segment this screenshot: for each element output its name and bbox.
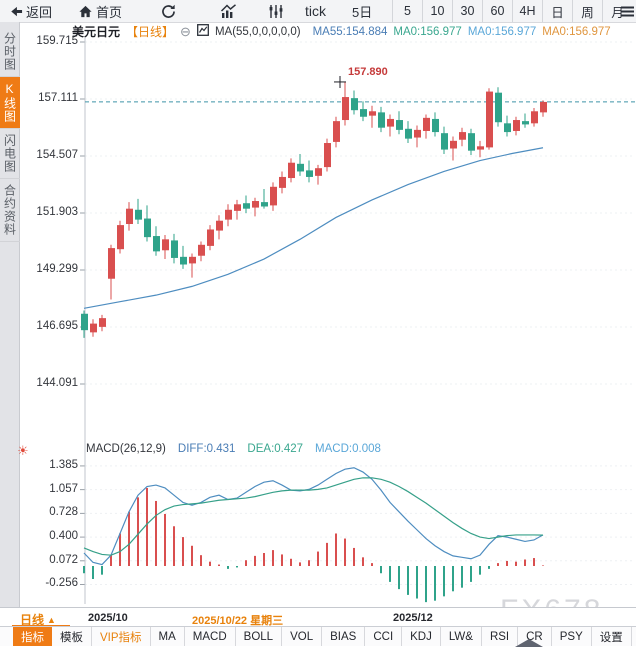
axis-label: 0.728 (49, 506, 78, 519)
timeframe-button-周[interactable]: 周 (572, 0, 602, 22)
timeframe-button-30[interactable]: 30 (452, 0, 482, 22)
ma-value: MA0:156.977 (542, 25, 611, 38)
timeframe-button-4H[interactable]: 4H (512, 0, 542, 22)
axis-label: 154.507 (36, 148, 78, 161)
tab-LW&[interactable]: LW& (441, 627, 482, 646)
ma-values: MA55:154.884 MA0:156.977 MA0:156.977 MA0:15… (307, 26, 611, 38)
tab-指标[interactable]: 指标 (13, 627, 52, 646)
date-label: 2025/10 (88, 612, 128, 624)
tab-模板[interactable]: 模板 (52, 627, 92, 646)
menu-button[interactable] (621, 0, 634, 22)
equalizer-icon (268, 4, 284, 19)
timeframe-button-月[interactable]: 月 (602, 0, 632, 22)
axis-label: 1.057 (49, 482, 78, 495)
home-button[interactable]: 首页 (78, 0, 122, 22)
axis-label: 146.695 (36, 319, 78, 332)
sidebar-item-label: 闪电图 (2, 134, 17, 173)
tab-CCI[interactable]: CCI (365, 627, 403, 646)
back-arrow-icon (8, 4, 23, 19)
triangle-up-icon: ▲ (47, 614, 56, 625)
back-button[interactable]: 返回 (8, 0, 52, 22)
macd-header: MACD(26,12,9) DIFF:0.431 DEA:0.427 MACD:0.… (86, 443, 381, 455)
tab-VIP指标[interactable]: VIP指标 (92, 627, 151, 646)
macd-value: DIFF:0.431 (177, 443, 236, 455)
macd-value: DEA:0.427 (247, 443, 304, 455)
timeframe-button-5[interactable]: 5 (392, 0, 422, 22)
tab-VOL[interactable]: VOL (282, 627, 323, 646)
axis-label: 151.903 (36, 205, 78, 218)
sidebar-item-label: K线图 (2, 82, 17, 123)
tab-KDJ[interactable]: KDJ (402, 627, 441, 646)
sidebar-item-label: 合约资料 (2, 184, 17, 236)
top-toolbar: 返回 首页 (0, 0, 636, 23)
home-icon (78, 4, 93, 19)
sidebar-item-time-share[interactable]: 分时图 (0, 27, 20, 77)
sidebar-item-contract-info[interactable]: 合约资料 (0, 179, 20, 242)
date-label: 2025/12 (393, 612, 433, 624)
home-label: 首页 (96, 4, 123, 20)
hamburger-menu-icon (621, 5, 634, 18)
sidebar-item-kline[interactable]: K线图 (0, 77, 20, 129)
ma-value: MA55:154.884 (312, 25, 388, 38)
macd-settings-sun-icon[interactable]: ☀ (17, 443, 29, 458)
selected-date-label: 2025/10/22 星期三 (192, 615, 284, 627)
date-axis-bar: 日线 ▲ 2025/10 2025/10/22 星期三 2025/12 (0, 607, 636, 627)
axis-label: -0.256 (45, 577, 78, 590)
axis-label: 1.385 (49, 458, 78, 471)
timeframe-button-60[interactable]: 60 (482, 0, 512, 22)
refresh-icon (160, 3, 177, 20)
macd-values: DIFF:0.431 DEA:0.427 MACD:0.008 (178, 443, 381, 455)
tab-RSI[interactable]: RSI (482, 627, 519, 646)
axis-label: 157.111 (38, 91, 78, 104)
timeframe-button-10[interactable]: 10 (422, 0, 452, 22)
sidebar-item-label: 分时图 (2, 32, 17, 71)
ma-value: MA0:156.977 (393, 25, 462, 38)
zoom-out-icon[interactable]: ⊖ (180, 24, 191, 39)
tab-BOLL[interactable]: BOLL (236, 627, 283, 646)
period-label: 日线 (20, 613, 45, 627)
period-tag: 【日线】 (126, 25, 175, 39)
symbol-name: 美元日元 (72, 25, 121, 39)
timeframe-5day-button[interactable]: 5日 (352, 0, 372, 22)
period-selector[interactable]: 日线 ▲ (20, 611, 56, 628)
axis-label: 144.091 (36, 376, 78, 389)
refresh-button[interactable] (160, 0, 177, 22)
tab-PSY[interactable]: PSY (552, 627, 592, 646)
ma-value: MA0:156.977 (467, 25, 537, 38)
axis-label: 149.299 (36, 262, 78, 275)
chart-style-button[interactable] (220, 0, 237, 22)
indicator-chart-icon[interactable] (196, 24, 209, 39)
tick-label: tick (305, 3, 326, 19)
ma-formula: MA(55,0,0,0,0,0) (214, 25, 301, 38)
tab-MACD[interactable]: MACD (185, 627, 236, 646)
expand-up-arrow[interactable] (515, 639, 543, 647)
timeframe-button-日[interactable]: 日 (542, 0, 572, 22)
timeframe-tick-button[interactable]: tick (305, 0, 326, 22)
price-annotation: 157.890 (348, 65, 388, 78)
axis-label: 159.715 (36, 35, 78, 47)
timeframe-group: 5 10 30 60 4H 日周月 (392, 0, 632, 22)
tab-BIAS[interactable]: BIAS (322, 627, 366, 646)
back-label: 返回 (26, 4, 53, 20)
macd-formula: MACD(26,12,9) (86, 443, 166, 455)
tab-MA[interactable]: MA (151, 627, 185, 646)
bottom-handle-row (0, 646, 636, 653)
sidebar-item-lightning[interactable]: 闪电图 (0, 129, 20, 179)
axis-label: 0.400 (49, 530, 78, 543)
macd-value: MACD:0.008 (315, 443, 381, 455)
tab-设置[interactable]: 设置 (592, 627, 632, 646)
chart-type-sidebar: 分时图 K线图闪电图合约资料 (0, 22, 20, 607)
five-day-label: 5日 (352, 4, 373, 20)
bar-chart-icon (220, 3, 237, 19)
indicator-settings-button[interactable] (268, 0, 284, 22)
chart-header: 美元日元 【日线】 ⊖ MA(55,0,0,0,0,0) MA55:154.88… (72, 24, 636, 39)
axis-label: 0.072 (49, 553, 78, 566)
